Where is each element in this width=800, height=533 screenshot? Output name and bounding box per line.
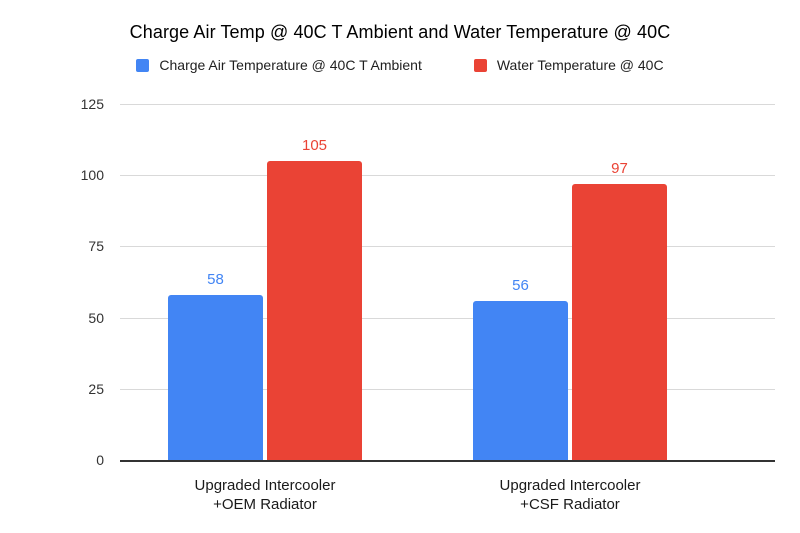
x-axis-line [120,460,775,462]
y-tick-label: 75 [88,238,104,255]
bar-value-label: 97 [611,159,628,177]
legend-item: Charge Air Temperature @ 40C T Ambient [136,57,422,73]
legend-swatch [473,58,487,72]
legend-label: Charge Air Temperature @ 40C T Ambient [159,57,422,73]
bar [473,300,568,460]
bar-value-label: 58 [207,270,224,288]
y-tick-label: 125 [80,96,104,112]
bar-value-label: 56 [512,276,529,294]
bar-value-label: 105 [301,136,328,154]
bar [168,294,263,460]
gridline [120,175,775,177]
gridline [120,246,775,248]
gridline [120,388,775,390]
y-tick-label: 25 [88,380,104,397]
chart-title: Charge Air Temp @ 40C T Ambient and Wate… [129,22,671,42]
gridline [120,317,775,319]
legend-swatch [136,58,150,72]
category-label: Upgraded Intercooler +OEM Radiator [194,477,336,513]
plot-area: 0 25 50 75 100 125 58 105 Upgraded Intercooler +… [81,96,775,513]
legend-item: Water Temperature @ 40C [473,57,664,73]
bar [572,183,667,460]
y-tick-label: 100 [80,167,104,184]
legend: Charge Air Temperature @ 40C T Ambient Wa… [0,57,800,73]
category-label: Upgraded Intercooler +CSF Radiator [499,477,641,513]
bar [267,160,362,460]
y-tick-label: 50 [88,309,104,326]
legend-label: Water Temperature @ 40C [496,57,664,73]
y-tick-label: 0 [96,452,104,468]
gridline [120,104,775,105]
